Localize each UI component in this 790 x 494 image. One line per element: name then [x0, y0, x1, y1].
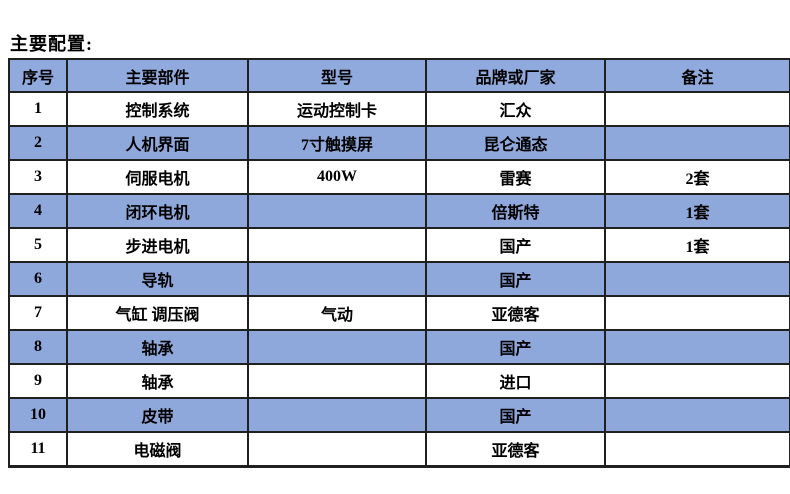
table-row: 4 闭环电机 倍斯特 1套 — [8, 193, 790, 229]
table-cell: 气缸 调压阀 — [66, 295, 249, 331]
table-cell: 电磁阀 — [66, 431, 249, 467]
table-cell: 2 — [8, 125, 68, 161]
table-cell: 8 — [8, 329, 68, 365]
table-cell: 轴承 — [66, 363, 249, 399]
page-title: 主要配置: — [10, 34, 93, 54]
table-cell: 汇众 — [425, 91, 606, 127]
table-cell: 9 — [8, 363, 68, 399]
config-table: 序号 主要部件 型号 品牌或厂家 备注 1 控制系统 运动控制卡 汇众 2 人机界面 7寸触摸屏 昆仑… — [8, 58, 790, 468]
table-cell — [604, 261, 790, 297]
table-cell — [604, 363, 790, 399]
table-cell: 闭环电机 — [66, 193, 249, 229]
table-cell: 雷赛 — [425, 159, 606, 195]
table-cell: 2套 — [604, 159, 790, 195]
table-cell — [604, 91, 790, 127]
table-cell: 控制系统 — [66, 91, 249, 127]
table-cell: 亚德客 — [425, 295, 606, 331]
table-cell: 气动 — [247, 295, 427, 331]
table-cell — [604, 431, 790, 467]
column-header: 序号 — [8, 58, 68, 93]
table-cell: 昆仑通态 — [425, 125, 606, 161]
table-cell: 导轨 — [66, 261, 249, 297]
table-cell — [604, 397, 790, 433]
table-cell: 7寸触摸屏 — [247, 125, 427, 161]
table-cell: 5 — [8, 227, 68, 263]
table-cell: 国产 — [425, 329, 606, 365]
table-cell: 11 — [8, 431, 68, 467]
table-row: 2 人机界面 7寸触摸屏 昆仑通态 — [8, 125, 790, 161]
table-cell: 运动控制卡 — [247, 91, 427, 127]
table-row: 10 皮带 国产 — [8, 397, 790, 433]
table-row: 7 气缸 调压阀 气动 亚德客 — [8, 295, 790, 331]
table-cell: 进口 — [425, 363, 606, 399]
table-cell — [247, 193, 427, 229]
column-header: 主要部件 — [66, 58, 249, 93]
table-cell — [604, 125, 790, 161]
table-row: 6 导轨 国产 — [8, 261, 790, 297]
table-cell — [247, 363, 427, 399]
table-cell: 1套 — [604, 227, 790, 263]
table-cell — [247, 397, 427, 433]
table-cell: 亚德客 — [425, 431, 606, 467]
table-cell: 步进电机 — [66, 227, 249, 263]
column-header: 备注 — [604, 58, 790, 93]
table-cell: 1套 — [604, 193, 790, 229]
table-cell — [247, 227, 427, 263]
table-cell: 皮带 — [66, 397, 249, 433]
table-cell — [604, 295, 790, 331]
table-cell: 1 — [8, 91, 68, 127]
table-cell — [604, 329, 790, 365]
table-row: 9 轴承 进口 — [8, 363, 790, 399]
table-cell: 国产 — [425, 227, 606, 263]
table-cell: 7 — [8, 295, 68, 331]
table-cell: 国产 — [425, 261, 606, 297]
table-row: 8 轴承 国产 — [8, 329, 790, 365]
table-cell: 3 — [8, 159, 68, 195]
table-cell: 伺服电机 — [66, 159, 249, 195]
table-row: 3 伺服电机 400W 雷赛 2套 — [8, 159, 790, 195]
table-cell — [247, 431, 427, 467]
table-cell: 倍斯特 — [425, 193, 606, 229]
table-cell: 400W — [247, 159, 427, 195]
table-cell: 4 — [8, 193, 68, 229]
table-cell: 人机界面 — [66, 125, 249, 161]
column-header: 品牌或厂家 — [425, 58, 606, 93]
table-cell: 国产 — [425, 397, 606, 433]
table-row: 5 步进电机 国产 1套 — [8, 227, 790, 263]
table-cell: 6 — [8, 261, 68, 297]
table-cell — [247, 329, 427, 365]
table-cell: 轴承 — [66, 329, 249, 365]
table-cell: 10 — [8, 397, 68, 433]
table-row: 11 电磁阀 亚德客 — [8, 431, 790, 467]
column-header: 型号 — [247, 58, 427, 93]
header-row: 序号 主要部件 型号 品牌或厂家 备注 — [8, 58, 790, 93]
table-row: 1 控制系统 运动控制卡 汇众 — [8, 91, 790, 127]
table-cell — [247, 261, 427, 297]
